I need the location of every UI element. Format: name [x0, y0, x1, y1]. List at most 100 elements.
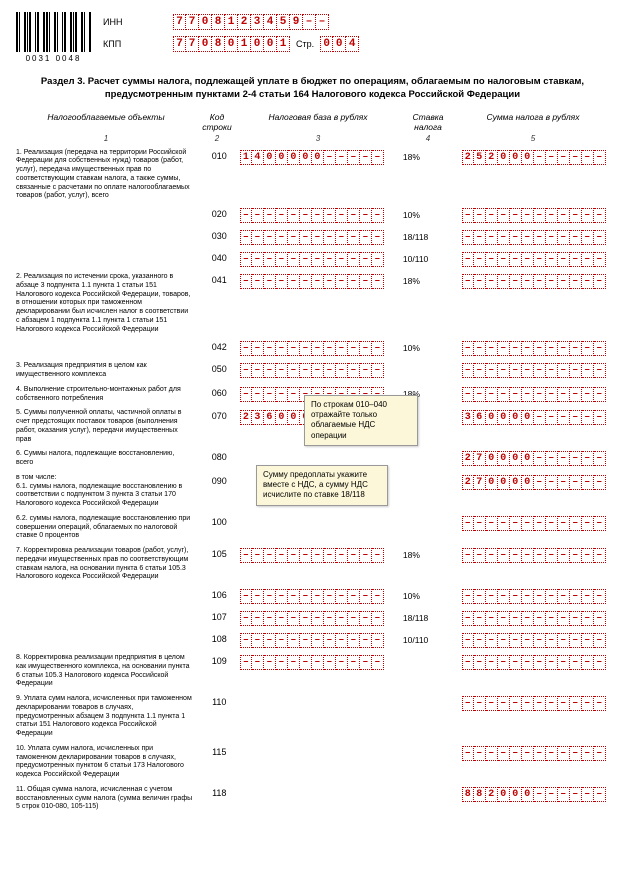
- tax-cells: ––––––––––––: [462, 654, 609, 670]
- cell: –: [570, 230, 582, 245]
- cell: –: [462, 208, 474, 223]
- row-code: 118: [199, 786, 240, 798]
- cell: –: [546, 363, 558, 378]
- inn-label: ИНН: [103, 17, 173, 27]
- cell: 1: [240, 150, 252, 165]
- table-row: 030––––––––––––18/118––––––––––––: [16, 229, 609, 245]
- cell: –: [240, 252, 252, 267]
- table-row: 11. Общая сумма налога, исчисленная с уч…: [16, 786, 609, 812]
- cell: –: [594, 252, 606, 267]
- cell: –: [360, 633, 372, 648]
- cell: –: [510, 589, 522, 604]
- cell: –: [336, 363, 348, 378]
- cell: –: [288, 655, 300, 670]
- cell: –: [594, 787, 606, 802]
- cell: –: [240, 655, 252, 670]
- cell: –: [348, 655, 360, 670]
- cell: –: [276, 341, 288, 356]
- cell: 7: [186, 14, 199, 30]
- cell: –: [546, 208, 558, 223]
- tax-cells: ––––––––––––: [462, 745, 609, 761]
- cell: 8: [474, 787, 486, 802]
- cell: –: [474, 230, 486, 245]
- cell: 0: [522, 475, 534, 490]
- cell: –: [336, 655, 348, 670]
- table-row: 020––––––––––––10%––––––––––––: [16, 207, 609, 223]
- cell: –: [474, 252, 486, 267]
- cell: –: [360, 274, 372, 289]
- row-code: 100: [199, 515, 240, 527]
- cell: –: [252, 589, 264, 604]
- cell: –: [474, 589, 486, 604]
- cell: –: [570, 208, 582, 223]
- row-rate: [397, 515, 462, 518]
- row-rate: [397, 362, 462, 365]
- cell: 8: [212, 36, 225, 52]
- cell: –: [486, 746, 498, 761]
- table-row: 040––––––––––––10/110––––––––––––: [16, 251, 609, 267]
- cell: –: [462, 548, 474, 563]
- row-desc: 3. Реализация предприятия в целом как им…: [16, 362, 199, 380]
- cell: –: [462, 274, 474, 289]
- row-rate: 18/118: [397, 610, 462, 623]
- inn-line: ИНН 7708123459––: [103, 14, 609, 30]
- cell: –: [582, 696, 594, 711]
- cell: –: [372, 548, 384, 563]
- cell: 0: [486, 451, 498, 466]
- cell: –: [300, 611, 312, 626]
- cell: –: [462, 589, 474, 604]
- cell: –: [582, 611, 594, 626]
- cell: 0: [288, 150, 300, 165]
- cell: 0: [510, 150, 522, 165]
- table-row: 10. Уплата сумм налога, исчисленных при …: [16, 745, 609, 780]
- cell: –: [570, 696, 582, 711]
- cell: –: [264, 363, 276, 378]
- cell: –: [288, 252, 300, 267]
- cell: –: [498, 252, 510, 267]
- tax-cells: ––––––––––––: [462, 386, 609, 402]
- cell: –: [594, 341, 606, 356]
- cell: –: [300, 252, 312, 267]
- barcode: 0031 0048: [16, 12, 91, 63]
- cell: –: [264, 387, 276, 402]
- cell: –: [372, 363, 384, 378]
- cell: –: [558, 410, 570, 425]
- base-cells: ––––––––––––: [240, 547, 397, 563]
- cell: –: [264, 548, 276, 563]
- cell: –: [498, 655, 510, 670]
- cell: –: [276, 589, 288, 604]
- cell: –: [348, 252, 360, 267]
- cell: –: [522, 633, 534, 648]
- row-desc: 11. Общая сумма налога, исчисленная с уч…: [16, 786, 199, 812]
- cell: 4: [346, 36, 359, 52]
- row-desc: 8. Корректировка реализации предприятия …: [16, 654, 199, 689]
- cell: 0: [498, 150, 510, 165]
- cell: –: [546, 475, 558, 490]
- cell: –: [594, 387, 606, 402]
- cell: 0: [199, 14, 212, 30]
- cell: –: [498, 611, 510, 626]
- cell: –: [316, 14, 329, 30]
- cell: –: [558, 611, 570, 626]
- cell: 0: [510, 787, 522, 802]
- row-code: 042: [199, 340, 240, 352]
- cell: –: [570, 655, 582, 670]
- cell: –: [582, 655, 594, 670]
- cell: –: [276, 230, 288, 245]
- cell: –: [240, 589, 252, 604]
- cell: –: [474, 274, 486, 289]
- cell: –: [474, 387, 486, 402]
- cell: –: [510, 655, 522, 670]
- cell: –: [594, 274, 606, 289]
- cell: 0: [199, 36, 212, 52]
- cell: –: [240, 363, 252, 378]
- cell: –: [570, 548, 582, 563]
- cell: –: [594, 611, 606, 626]
- cell: –: [474, 696, 486, 711]
- cell: –: [372, 589, 384, 604]
- cell: –: [534, 150, 546, 165]
- cell: 0: [320, 36, 333, 52]
- cell: –: [594, 410, 606, 425]
- cell: –: [312, 589, 324, 604]
- cell: 0: [264, 36, 277, 52]
